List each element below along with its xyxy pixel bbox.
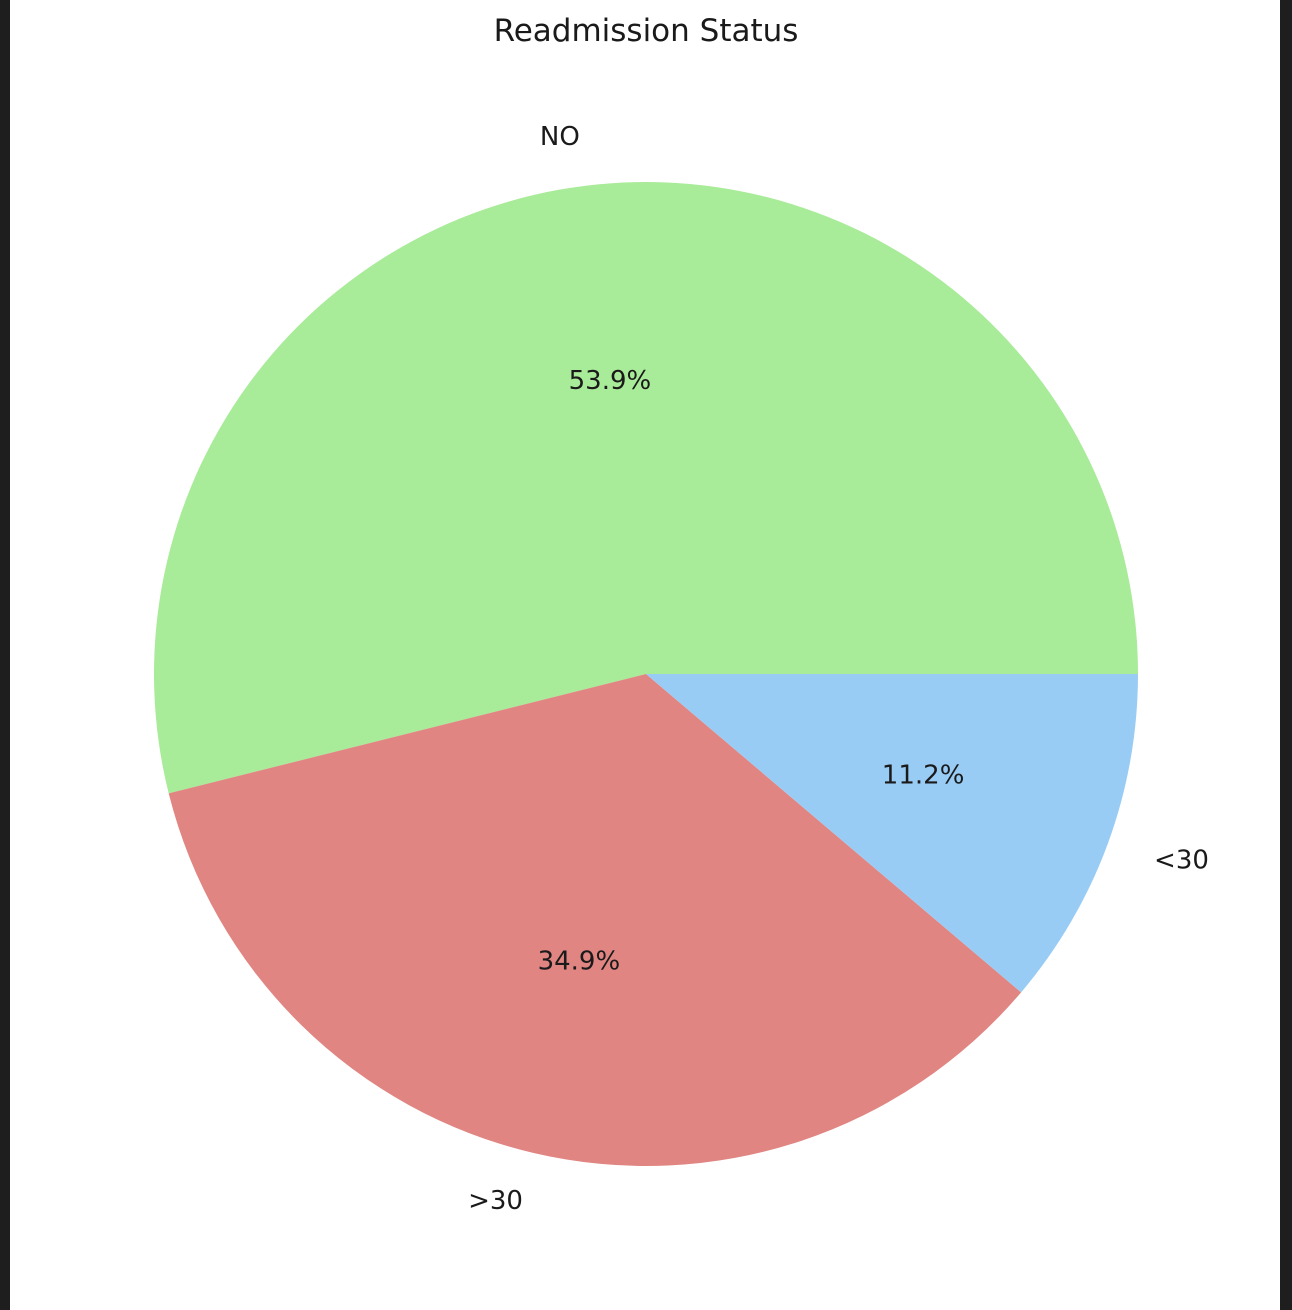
pie-slice xyxy=(646,674,1138,993)
pie-value-label: 53.9% xyxy=(569,366,652,396)
pie-category-label: NO xyxy=(540,122,580,152)
pie-slice xyxy=(154,181,1139,794)
pie-chart: Readmission Status 53.9% NO 34.9% >30 11.2% <… xyxy=(154,13,1209,1216)
chart-title: Readmission Status xyxy=(494,13,799,49)
pie-category-label: <30 xyxy=(1154,846,1209,876)
pie-slice xyxy=(168,674,1022,1166)
pie-value-label: 11.2% xyxy=(882,761,965,791)
pie-slices xyxy=(154,181,1139,1166)
pie-value-label: 34.9% xyxy=(538,946,621,976)
figure-canvas: Readmission Status 53.9% NO 34.9% >30 11.2% <… xyxy=(10,0,1280,1310)
pie-category-label: >30 xyxy=(468,1186,523,1216)
pie-labels: 53.9% NO 34.9% >30 11.2% <30 xyxy=(468,122,1209,1216)
